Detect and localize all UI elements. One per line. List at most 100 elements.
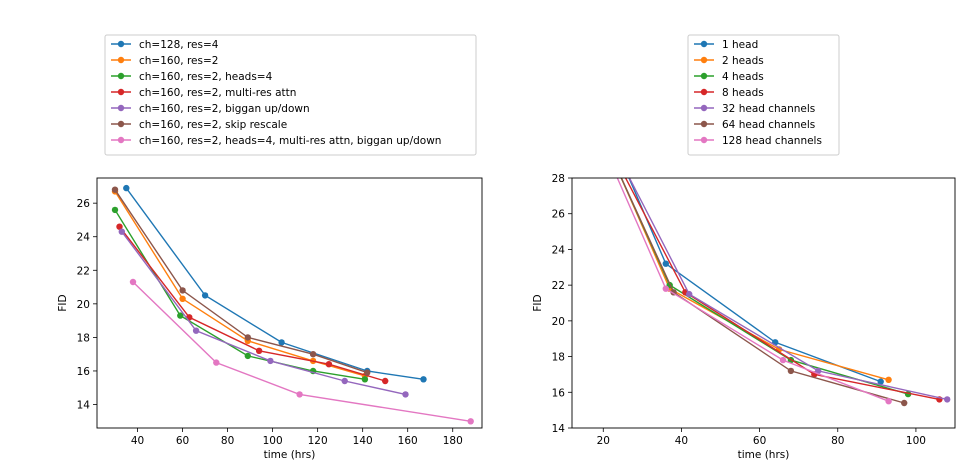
series-5-point (686, 290, 693, 298)
x-tick-label: 20 (597, 435, 610, 447)
x-tick-label: 80 (831, 435, 844, 447)
legend-label: ch=160, res=2, heads=4 (139, 71, 273, 83)
legend-entry: ch=160, res=2, heads=4, multi-res attn, … (111, 135, 441, 147)
x-tick-label: 160 (398, 435, 418, 447)
legend-marker (117, 88, 125, 96)
legend-label: ch=160, res=2, biggan up/down (139, 103, 310, 115)
series-7-point (885, 398, 892, 405)
legend: ch=128, res=4 ch=160, res=2 ch=160, res=2,… (104, 34, 477, 156)
series-1-point (877, 378, 884, 385)
series-5-point (192, 327, 200, 334)
x-tick-label: 80 (221, 435, 234, 447)
series-7-point (129, 278, 137, 286)
y-tick-label: 20 (552, 316, 565, 328)
series-5-point (402, 391, 409, 398)
legend-marker (700, 40, 708, 48)
y-tick-label: 26 (552, 209, 566, 221)
y-axis-label: FID (57, 294, 69, 311)
legend-label: 128 head channels (722, 135, 822, 147)
x-tick-label: 120 (308, 435, 328, 447)
legend-label: ch=160, res=2, heads=4, multi-res attn, … (139, 135, 441, 147)
series-line-4 (118, 226, 386, 382)
x-tick-label: 60 (176, 435, 189, 447)
series-6-point (179, 287, 186, 294)
axes-frame (96, 177, 483, 429)
legend-entry: ch=160, res=2, biggan up/down (111, 103, 310, 115)
legend-entry: 1 head (694, 39, 758, 51)
x-tick-label: 140 (353, 435, 373, 447)
series-3-point (361, 376, 369, 383)
series-line-7 (132, 281, 471, 422)
y-axis-label: FID (532, 294, 544, 311)
series-4-point (620, 169, 626, 175)
series-4-point (382, 377, 389, 385)
y-tick-label: 24 (77, 232, 91, 244)
x-tick-label: 60 (753, 435, 766, 447)
y-tick-label: 22 (77, 265, 90, 277)
series-5-point (267, 357, 274, 365)
series-line-7 (616, 178, 889, 402)
legend-label: ch=160, res=2, skip rescale (139, 119, 287, 131)
series-4-point (325, 361, 333, 368)
legend-frame (687, 34, 840, 156)
series-line-2 (620, 178, 889, 381)
legend-entry: ch=160, res=2 (111, 55, 218, 67)
series-1-point (420, 376, 427, 383)
legend-marker (117, 120, 125, 128)
y-tick-label: 18 (77, 332, 90, 344)
series-3-point (177, 312, 184, 319)
x-tick-label: 180 (443, 435, 463, 447)
y-tick-label: 14 (77, 400, 91, 412)
legend-entry: 8 heads (694, 87, 764, 99)
legend-label: ch=128, res=4 (139, 39, 219, 51)
legend-entry: 128 head channels (694, 135, 822, 147)
series-line-3 (620, 178, 909, 395)
series-3-point (616, 169, 622, 175)
x-axis-label: time (hrs) (738, 449, 790, 461)
y-tick-label: 20 (77, 299, 90, 311)
x-axis-label: time (hrs) (264, 449, 316, 461)
series-4-point (255, 347, 263, 354)
legend-marker (117, 56, 125, 64)
series-2-point (179, 295, 186, 302)
series-line-1 (125, 187, 424, 380)
legend-entry: 64 head channels (694, 119, 815, 131)
series-6-point (901, 399, 908, 407)
plot-area (612, 169, 951, 407)
series-7-point (467, 418, 474, 425)
series-6-point (244, 334, 251, 341)
series-6-point (111, 186, 119, 193)
legend-label: 64 head channels (722, 119, 815, 131)
y-tick-label: 24 (552, 244, 566, 256)
series-1-point (123, 184, 130, 192)
series-5-point (118, 228, 126, 235)
legend-entry: ch=160, res=2, heads=4 (111, 71, 273, 83)
series-1-point (278, 339, 285, 346)
legend: 1 head 2 heads 4 heads 8 heads 32 head chann… (687, 34, 840, 156)
y-tick-label: 22 (552, 280, 565, 292)
legend-marker (700, 72, 708, 80)
x-tick-label: 40 (131, 435, 144, 447)
series-line-6 (114, 189, 368, 374)
legend-entry: 4 heads (694, 71, 764, 83)
legend-label: 4 heads (722, 71, 764, 83)
legend-entry: 2 heads (694, 55, 764, 67)
legend-entry: ch=160, res=2, skip rescale (111, 119, 287, 131)
axes-frame (571, 177, 956, 429)
legend-entry: ch=160, res=2, multi-res attn (111, 87, 296, 99)
legend-marker (700, 120, 708, 128)
legend-label: 32 head channels (722, 103, 815, 115)
y-tick-label: 14 (552, 423, 566, 435)
series-2-point (616, 169, 622, 175)
series-7-point (662, 285, 669, 292)
legend-entry: ch=128, res=4 (111, 39, 219, 51)
series-line-5 (628, 178, 948, 401)
legend-marker (117, 136, 125, 144)
series-3-point (111, 206, 119, 214)
series-7-point (612, 169, 618, 175)
series-4-point (116, 223, 123, 230)
x-tick-label: 40 (675, 435, 688, 447)
series-1-point (624, 169, 630, 175)
legend-label: ch=160, res=2 (139, 55, 218, 67)
series-6-point (787, 367, 795, 375)
